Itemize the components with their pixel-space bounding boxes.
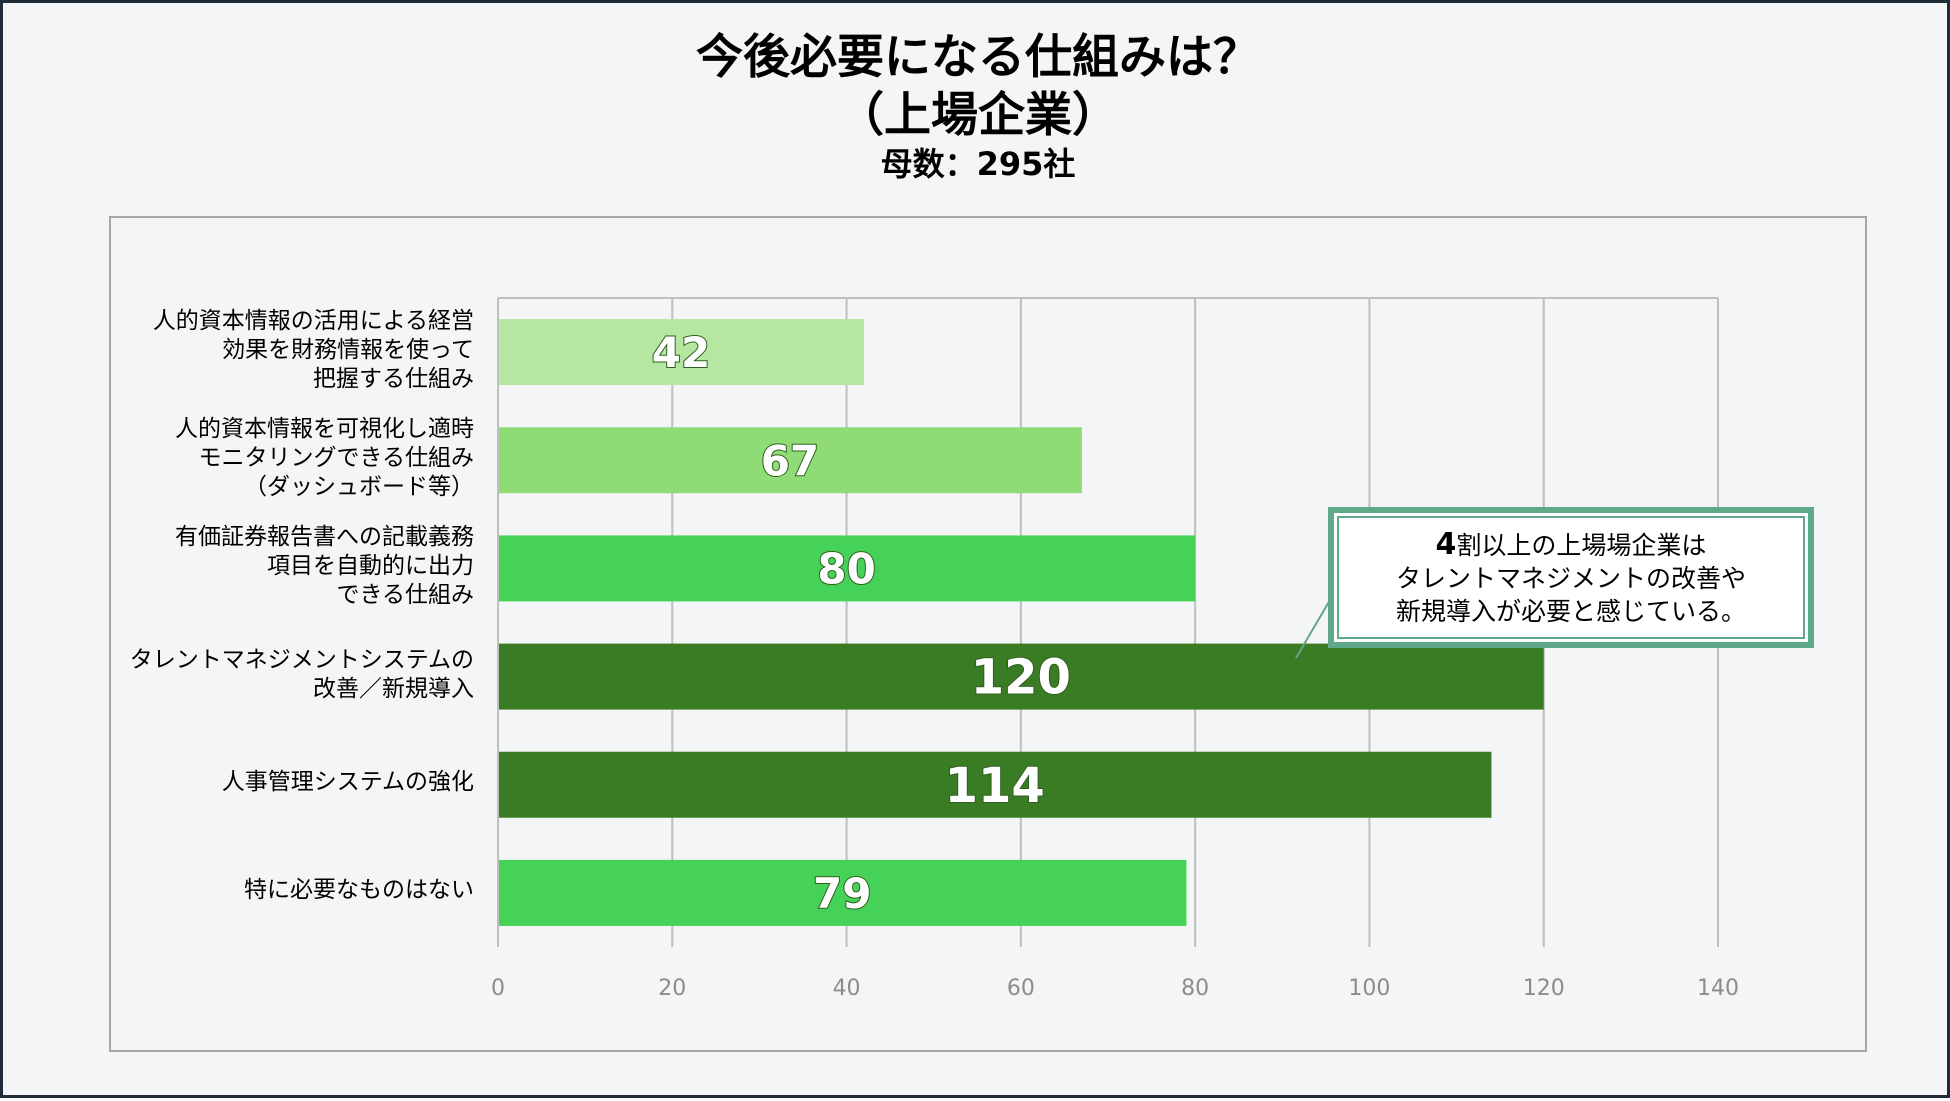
category-label-line: 人事管理システムの強化 (221, 769, 474, 796)
bar-3 (498, 643, 1544, 710)
category-label-line: 項目を自動的に出力 (267, 552, 474, 579)
chart-title-line1: 今後必要になる仕組みは？ (696, 30, 1260, 85)
callout-connector (1295, 599, 1331, 659)
category-label-line: 人的資本情報の活用による経営 (152, 307, 474, 334)
bar-0 (498, 319, 864, 386)
chart-title-line2: （上場企業） (837, 88, 1119, 143)
bar-chart: 0 20 40 60 80 100 120 140 42 67 80 120 114 79 (491, 297, 1739, 1001)
bar-4 (498, 751, 1492, 818)
callout-line2: タレントマネジメントの改善や (1395, 563, 1746, 593)
category-label-0: 人的資本情報の活用による経営 効果を財務情報を使って 把握する仕組み (74, 307, 474, 394)
callout-text: 4割以上の上場場企業は タレントマネジメントの改善や 新規導入が必要と感じている… (1337, 516, 1805, 639)
bar-1 (498, 427, 1082, 494)
callout-line3: 新規導入が必要と感じている。 (1395, 596, 1746, 626)
category-label-line: 効果を財務情報を使って (222, 336, 474, 363)
category-label-1: 人的資本情報を可視化し適時 モニタリングできる仕組み （ダッシュボード等） (74, 415, 474, 502)
category-label-5: 特に必要なものはない (74, 876, 474, 905)
x-tick-label-0: 0 (491, 976, 505, 1001)
category-label-line: 改善／新規導入 (313, 675, 474, 702)
x-tick-label-120: 120 (1523, 976, 1565, 1001)
x-tick-label-100: 100 (1348, 976, 1390, 1001)
x-tick-label-80: 80 (1181, 976, 1209, 1001)
category-label-line: 特に必要なものはない (244, 877, 474, 904)
category-label-line: 有価証券報告書への記載義務 (175, 523, 474, 550)
category-label-line: モニタリングできる仕組み (198, 444, 474, 471)
bar-value-label-3: 120 (971, 650, 1071, 706)
bar-value-label-2: 80 (817, 544, 875, 593)
bar-value-label-1: 67 (761, 436, 819, 485)
chart-title: 今後必要になる仕組みは？ （上場企業） (3, 29, 1950, 145)
callout-box: 4割以上の上場場企業は タレントマネジメントの改善や 新規導入が必要と感じている… (1328, 507, 1814, 648)
category-label-3: タレントマネジメントシステムの 改善／新規導入 (74, 646, 474, 704)
category-label-line: 把握する仕組み (313, 365, 474, 392)
bar-value-label-4: 114 (945, 758, 1045, 814)
bar-2 (498, 535, 1196, 602)
x-tick-label-40: 40 (833, 976, 861, 1001)
bar-value-label-5: 79 (813, 869, 871, 918)
category-label-line: タレントマネジメントシステムの (129, 646, 474, 673)
sample-size-label: 母数：295社 (880, 145, 1076, 183)
category-label-line: （ダッシュボード等） (244, 473, 474, 500)
category-label-line: できる仕組み (336, 581, 474, 608)
x-tick-label-20: 20 (658, 976, 686, 1001)
category-label-2: 有価証券報告書への記載義務 項目を自動的に出力 できる仕組み (74, 523, 474, 610)
x-tick-label-60: 60 (1007, 976, 1035, 1001)
bar-5 (498, 859, 1187, 926)
callout-line1: 割以上の上場場企業は (1456, 530, 1707, 560)
x-tick-label-140: 140 (1697, 976, 1739, 1001)
bar-value-label-0: 42 (652, 328, 710, 377)
callout-number: 4 (1435, 526, 1457, 562)
category-label-line: 人的資本情報を可視化し適時 (175, 415, 474, 442)
category-label-4: 人事管理システムの強化 (74, 768, 474, 797)
